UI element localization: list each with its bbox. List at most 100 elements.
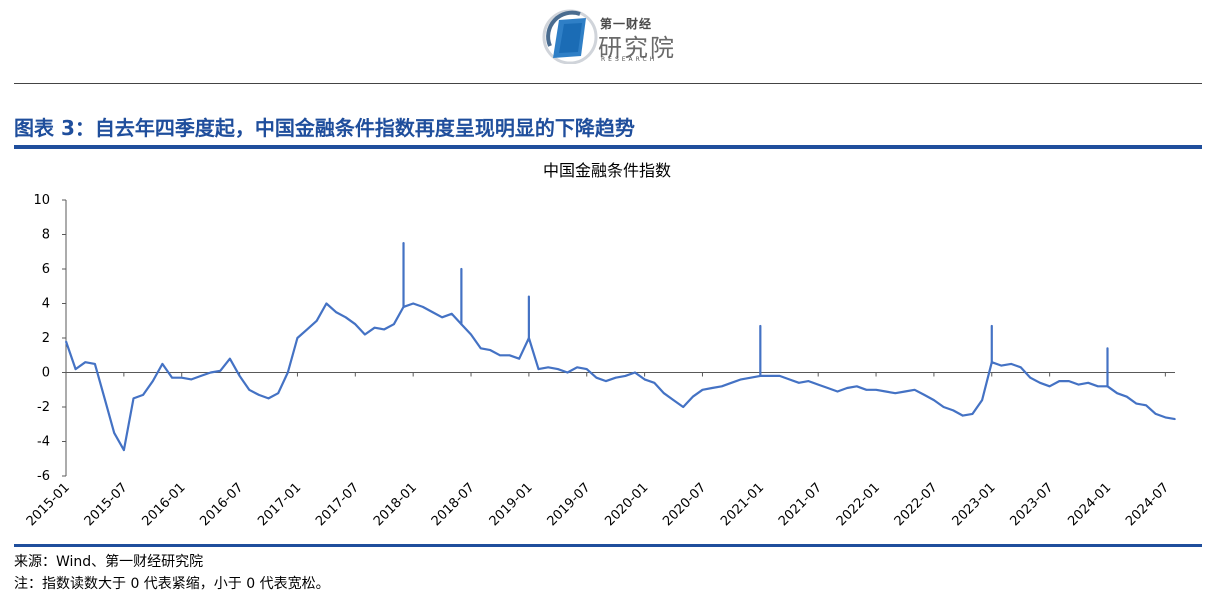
data-point — [740, 378, 742, 381]
x-tick-label: 2017-07 — [313, 480, 362, 529]
x-tick-label: 2022-01 — [834, 480, 883, 529]
x-axis: 2015-01 2015-07 2016-01 2016-07 2017-01 2017-… — [24, 372, 1172, 529]
data-point — [1029, 376, 1032, 379]
data-point — [1126, 395, 1128, 398]
data-point — [296, 337, 299, 339]
data-point — [1000, 364, 1003, 367]
data-point — [422, 306, 424, 308]
data-point — [1097, 385, 1099, 388]
data-point — [778, 375, 781, 377]
data-point — [161, 363, 164, 365]
data-point — [663, 392, 665, 394]
data-point — [489, 349, 492, 351]
y-tick-label: -2 — [37, 400, 50, 415]
chart-title: 中国金融条件指数 — [543, 161, 671, 180]
data-point — [1077, 383, 1080, 386]
data-point — [952, 409, 954, 412]
data-point — [547, 366, 549, 369]
data-point — [74, 368, 77, 370]
title-divider — [14, 145, 1202, 149]
y-tick-label: 4 — [42, 297, 50, 312]
data-point — [103, 397, 106, 400]
data-point — [614, 376, 617, 379]
data-point — [306, 328, 308, 331]
data-point — [518, 357, 520, 360]
data-point — [364, 333, 366, 336]
data-point — [219, 370, 222, 372]
data-point — [894, 392, 897, 394]
x-tick-label: 2018-07 — [429, 480, 478, 529]
data-point — [605, 380, 607, 382]
data-point — [856, 385, 858, 388]
data-point — [798, 382, 800, 384]
data-point — [962, 414, 964, 417]
data-point — [865, 389, 868, 391]
data-point — [180, 376, 183, 379]
header-divider — [14, 83, 1202, 84]
logo: 第一财经 研究院 RESEARCH — [540, 4, 690, 70]
data-point — [335, 311, 337, 313]
data-point — [827, 387, 829, 389]
data-point — [1087, 382, 1089, 384]
x-tick-label: 2023-01 — [950, 480, 999, 529]
data-point — [1116, 392, 1118, 394]
data-point — [479, 347, 482, 350]
logo-sub-text: RESEARCH — [601, 56, 658, 63]
data-point — [84, 361, 87, 363]
x-tick-label: 2016-01 — [140, 480, 189, 529]
data-point — [557, 368, 559, 370]
figure-title: 图表 3：自去年四季度起，中国金融条件指数再度呈现明显的下降趋势 — [14, 116, 635, 140]
page-header: 第一财经 研究院 RESEARCH — [0, 0, 1214, 84]
data-point — [769, 375, 771, 377]
logo-main-text: 研究院 — [598, 34, 676, 62]
data-point — [315, 320, 318, 322]
x-tick-label: 2019-07 — [545, 480, 594, 529]
x-tick-label: 2015-07 — [82, 480, 131, 529]
source-text: 来源：Wind、第一财经研究院 — [14, 554, 204, 570]
data-point — [1048, 385, 1051, 388]
data-point — [209, 371, 212, 374]
data-point — [383, 328, 386, 331]
data-point — [672, 399, 675, 401]
data-point — [904, 390, 906, 393]
data-point — [721, 385, 723, 388]
data-point — [1164, 416, 1167, 419]
data-point — [884, 390, 887, 393]
y-tick-label: 6 — [42, 262, 50, 277]
data-point — [441, 316, 443, 319]
data-point — [1174, 418, 1176, 420]
data-point — [258, 394, 260, 396]
data-point — [836, 390, 839, 393]
data-point — [537, 368, 540, 370]
series-layer — [64, 242, 1176, 452]
x-tick-label: 2024-07 — [1123, 480, 1172, 529]
data-point — [807, 380, 810, 382]
data-point — [94, 363, 96, 365]
data-point — [566, 371, 569, 374]
chart-container: 中国金融条件指数 -6 -4 -2 0 2 4 6 8 10 2015-01 2015-07 201… — [0, 150, 1214, 544]
data-point — [846, 387, 848, 389]
data-point — [817, 383, 819, 386]
x-tick-label: 2024-01 — [1065, 480, 1114, 529]
data-point — [1154, 413, 1157, 415]
data-point — [277, 392, 280, 394]
data-point — [113, 432, 115, 434]
data-point — [142, 394, 144, 396]
data-point — [711, 387, 713, 389]
data-point — [634, 371, 636, 374]
y-tick-label: 0 — [42, 366, 50, 381]
data-point — [788, 378, 791, 381]
data-point — [123, 449, 125, 451]
x-tick-label: 2023-07 — [1007, 480, 1056, 529]
x-tick-label: 2015-01 — [24, 480, 73, 529]
data-point — [1145, 404, 1147, 407]
data-point — [730, 382, 733, 384]
data-point — [287, 371, 289, 374]
data-point — [450, 313, 453, 315]
data-point — [248, 389, 250, 391]
y-tick-label: 2 — [42, 331, 50, 346]
data-point — [576, 366, 578, 369]
data-point — [499, 354, 501, 357]
x-tick-label: 2022-07 — [892, 480, 941, 529]
